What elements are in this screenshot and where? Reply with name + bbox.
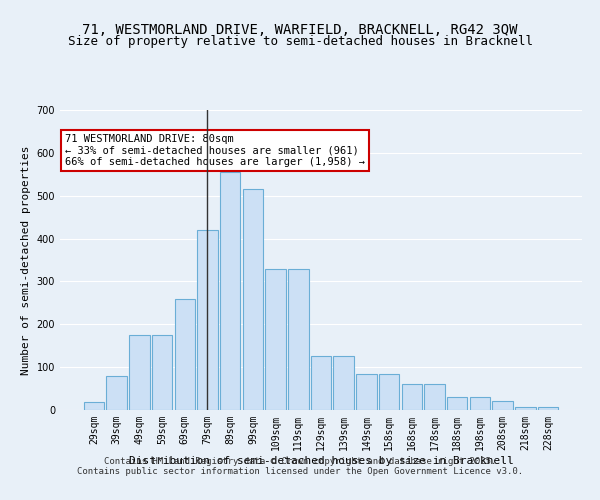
Bar (515, 406, 536, 410)
Text: 71, WESTMORLAND DRIVE, WARFIELD, BRACKNELL, RG42 3QW: 71, WESTMORLAND DRIVE, WARFIELD, BRACKNE… (82, 22, 518, 36)
Bar (379, 374, 400, 410)
Text: Contains HM Land Registry data © Crown copyright and database right 2025.: Contains HM Land Registry data © Crown c… (104, 458, 496, 466)
Bar (265, 268, 286, 410)
Bar (470, 397, 490, 410)
Bar (84, 402, 104, 410)
Bar (334, 356, 354, 410)
Y-axis label: Number of semi-detached properties: Number of semi-detached properties (21, 145, 31, 375)
Bar (424, 384, 445, 410)
X-axis label: Distribution of semi-detached houses by size in Bracknell: Distribution of semi-detached houses by … (128, 456, 514, 466)
Bar (175, 300, 195, 410)
Bar (401, 384, 422, 410)
Text: Size of property relative to semi-detached houses in Bracknell: Size of property relative to semi-detach… (67, 35, 533, 48)
Bar (106, 376, 127, 410)
Bar (288, 268, 308, 410)
Bar (152, 335, 172, 410)
Bar (447, 397, 467, 410)
Text: Contains public sector information licensed under the Open Government Licence v3: Contains public sector information licen… (77, 468, 523, 476)
Text: 71 WESTMORLAND DRIVE: 80sqm
← 33% of semi-detached houses are smaller (961)
66% : 71 WESTMORLAND DRIVE: 80sqm ← 33% of sem… (65, 134, 365, 167)
Bar (242, 190, 263, 410)
Bar (311, 356, 331, 410)
Bar (538, 406, 558, 410)
Bar (129, 335, 149, 410)
Bar (356, 374, 377, 410)
Bar (493, 402, 513, 410)
Bar (197, 230, 218, 410)
Bar (220, 172, 241, 410)
